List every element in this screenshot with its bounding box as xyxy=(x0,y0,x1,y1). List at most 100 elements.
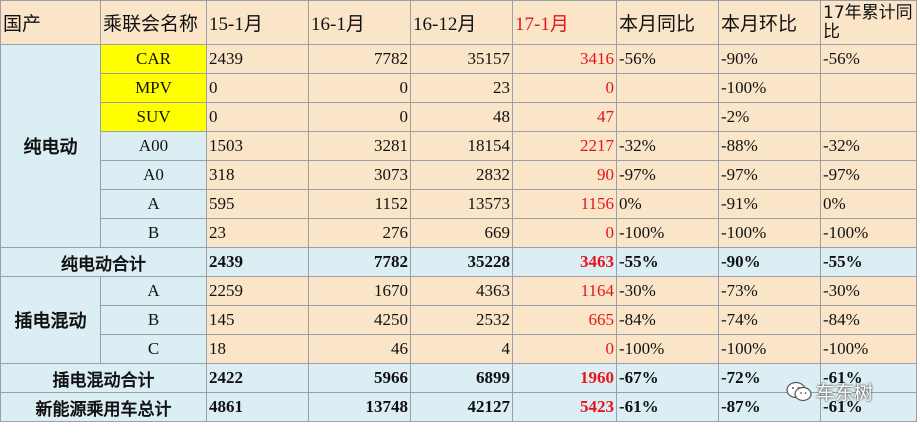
cell-mom: -87% xyxy=(718,392,821,422)
cell-jan-2015: 2422 xyxy=(206,363,309,393)
cell-jan-2015: 1503 xyxy=(206,131,309,161)
header-row: 国产 乘联会名称 15-1月 16-1月 16-12月 17-1月 本月同比 本… xyxy=(0,0,917,45)
cell-jan-2015: 0 xyxy=(206,73,309,103)
header-country: 国产 xyxy=(0,0,101,45)
row-name: B xyxy=(100,305,207,335)
cell-jan-2017: 0 xyxy=(512,334,617,364)
cell-jan-2016: 4250 xyxy=(308,305,411,335)
cell-jan-2015: 0 xyxy=(206,102,309,132)
header-cumulative: 17年累计同比 xyxy=(820,0,917,45)
cell-jan-2015: 4861 xyxy=(206,392,309,422)
cell-jan-2015: 2259 xyxy=(206,276,309,306)
table-row: MPV 0 0 23 0 -100% xyxy=(1,73,917,103)
row-name: A xyxy=(100,189,207,219)
cell-cumulative: -55% xyxy=(820,247,917,277)
cell-yoy: -84% xyxy=(616,305,719,335)
cell-mom: -90% xyxy=(718,44,821,74)
cell-jan-2016: 276 xyxy=(308,218,411,248)
cell-yoy: -30% xyxy=(616,276,719,306)
cell-jan-2015: 595 xyxy=(206,189,309,219)
cell-jan-2017: 3463 xyxy=(512,247,617,277)
cell-dec-2016: 4 xyxy=(410,334,513,364)
cell-mom: -90% xyxy=(718,247,821,277)
row-name: A0 xyxy=(100,160,207,190)
cell-yoy xyxy=(616,102,719,132)
cell-yoy: -55% xyxy=(616,247,719,277)
cell-yoy xyxy=(616,73,719,103)
cell-yoy: 0% xyxy=(616,189,719,219)
cell-jan-2017: 90 xyxy=(512,160,617,190)
cell-jan-2016: 13748 xyxy=(308,392,411,422)
cell-jan-2015: 145 xyxy=(206,305,309,335)
row-name: B xyxy=(100,218,207,248)
table-row: SUV 0 0 48 47 -2% xyxy=(1,102,917,132)
cell-yoy: -100% xyxy=(616,334,719,364)
cell-jan-2017: 1164 xyxy=(512,276,617,306)
cell-yoy: -67% xyxy=(616,363,719,393)
cell-dec-2016: 18154 xyxy=(410,131,513,161)
cell-cumulative: -100% xyxy=(820,218,917,248)
subtotal-row-phev: 插电混动合计 2422 5966 6899 1960 -67% -72% -61… xyxy=(0,363,917,393)
cell-jan-2017: 1156 xyxy=(512,189,617,219)
cell-mom: -74% xyxy=(718,305,821,335)
cell-jan-2017: 47 xyxy=(512,102,617,132)
table-row: B 23 276 669 0 -100% -100% -100% xyxy=(1,218,917,248)
cell-yoy: -32% xyxy=(616,131,719,161)
row-name: C xyxy=(100,334,207,364)
row-name: CAR xyxy=(100,44,207,74)
cell-dec-2016: 13573 xyxy=(410,189,513,219)
table-row: 纯电动 CAR 2439 7782 35157 3416 -56% -90% -… xyxy=(0,44,917,248)
cell-dec-2016: 48 xyxy=(410,102,513,132)
cell-jan-2016: 7782 xyxy=(308,247,411,277)
cell-jan-2016: 0 xyxy=(308,102,411,132)
cell-yoy: -56% xyxy=(616,44,719,74)
cell-jan-2016: 3281 xyxy=(308,131,411,161)
cell-cumulative: -97% xyxy=(820,160,917,190)
table-row: B 145 4250 2532 665 -84% -74% -84% xyxy=(1,305,917,335)
cell-cumulative: -32% xyxy=(820,131,917,161)
cell-dec-2016: 23 xyxy=(410,73,513,103)
row-name: A xyxy=(100,276,207,306)
table-row: A00 1503 3281 18154 2217 -32% -88% -32% xyxy=(1,131,917,161)
cell-jan-2015: 23 xyxy=(206,218,309,248)
cell-dec-2016: 4363 xyxy=(410,276,513,306)
cell-mom: -100% xyxy=(718,73,821,103)
grand-total-label: 新能源乘用车总计 xyxy=(0,392,207,422)
group-label-phev: 插电混动 xyxy=(0,276,101,364)
cell-cumulative: -100% xyxy=(820,334,917,364)
cell-jan-2017: 1960 xyxy=(512,363,617,393)
cell-mom: -100% xyxy=(718,218,821,248)
cell-jan-2016: 3073 xyxy=(308,160,411,190)
subtotal-label: 插电混动合计 xyxy=(0,363,207,393)
cell-mom: -2% xyxy=(718,102,821,132)
cell-jan-2015: 2439 xyxy=(206,44,309,74)
cell-dec-2016: 35157 xyxy=(410,44,513,74)
table-row: C 18 46 4 0 -100% -100% -100% xyxy=(1,334,917,364)
cell-cumulative: 0% xyxy=(820,189,917,219)
cell-mom: -72% xyxy=(718,363,821,393)
cell-cumulative xyxy=(820,102,917,132)
cell-jan-2016: 5966 xyxy=(308,363,411,393)
cell-mom: -100% xyxy=(718,334,821,364)
cell-jan-2016: 0 xyxy=(308,73,411,103)
cell-mom: -88% xyxy=(718,131,821,161)
row-name: MPV xyxy=(100,73,207,103)
cell-dec-2016: 6899 xyxy=(410,363,513,393)
cell-dec-2016: 669 xyxy=(410,218,513,248)
cell-jan-2017: 665 xyxy=(512,305,617,335)
cell-yoy: -100% xyxy=(616,218,719,248)
group-label-bev: 纯电动 xyxy=(0,44,101,248)
cell-cumulative: -61% xyxy=(820,392,917,422)
row-name: SUV xyxy=(100,102,207,132)
header-jan-2016: 16-1月 xyxy=(308,0,411,45)
cell-jan-2016: 1670 xyxy=(308,276,411,306)
cell-yoy: -97% xyxy=(616,160,719,190)
cell-jan-2017: 5423 xyxy=(512,392,617,422)
cell-yoy: -61% xyxy=(616,392,719,422)
cell-cumulative xyxy=(820,73,917,103)
cell-dec-2016: 35228 xyxy=(410,247,513,277)
header-jan-2015: 15-1月 xyxy=(206,0,309,45)
cell-mom: -97% xyxy=(718,160,821,190)
cell-cumulative: -56% xyxy=(820,44,917,74)
cell-mom: -73% xyxy=(718,276,821,306)
